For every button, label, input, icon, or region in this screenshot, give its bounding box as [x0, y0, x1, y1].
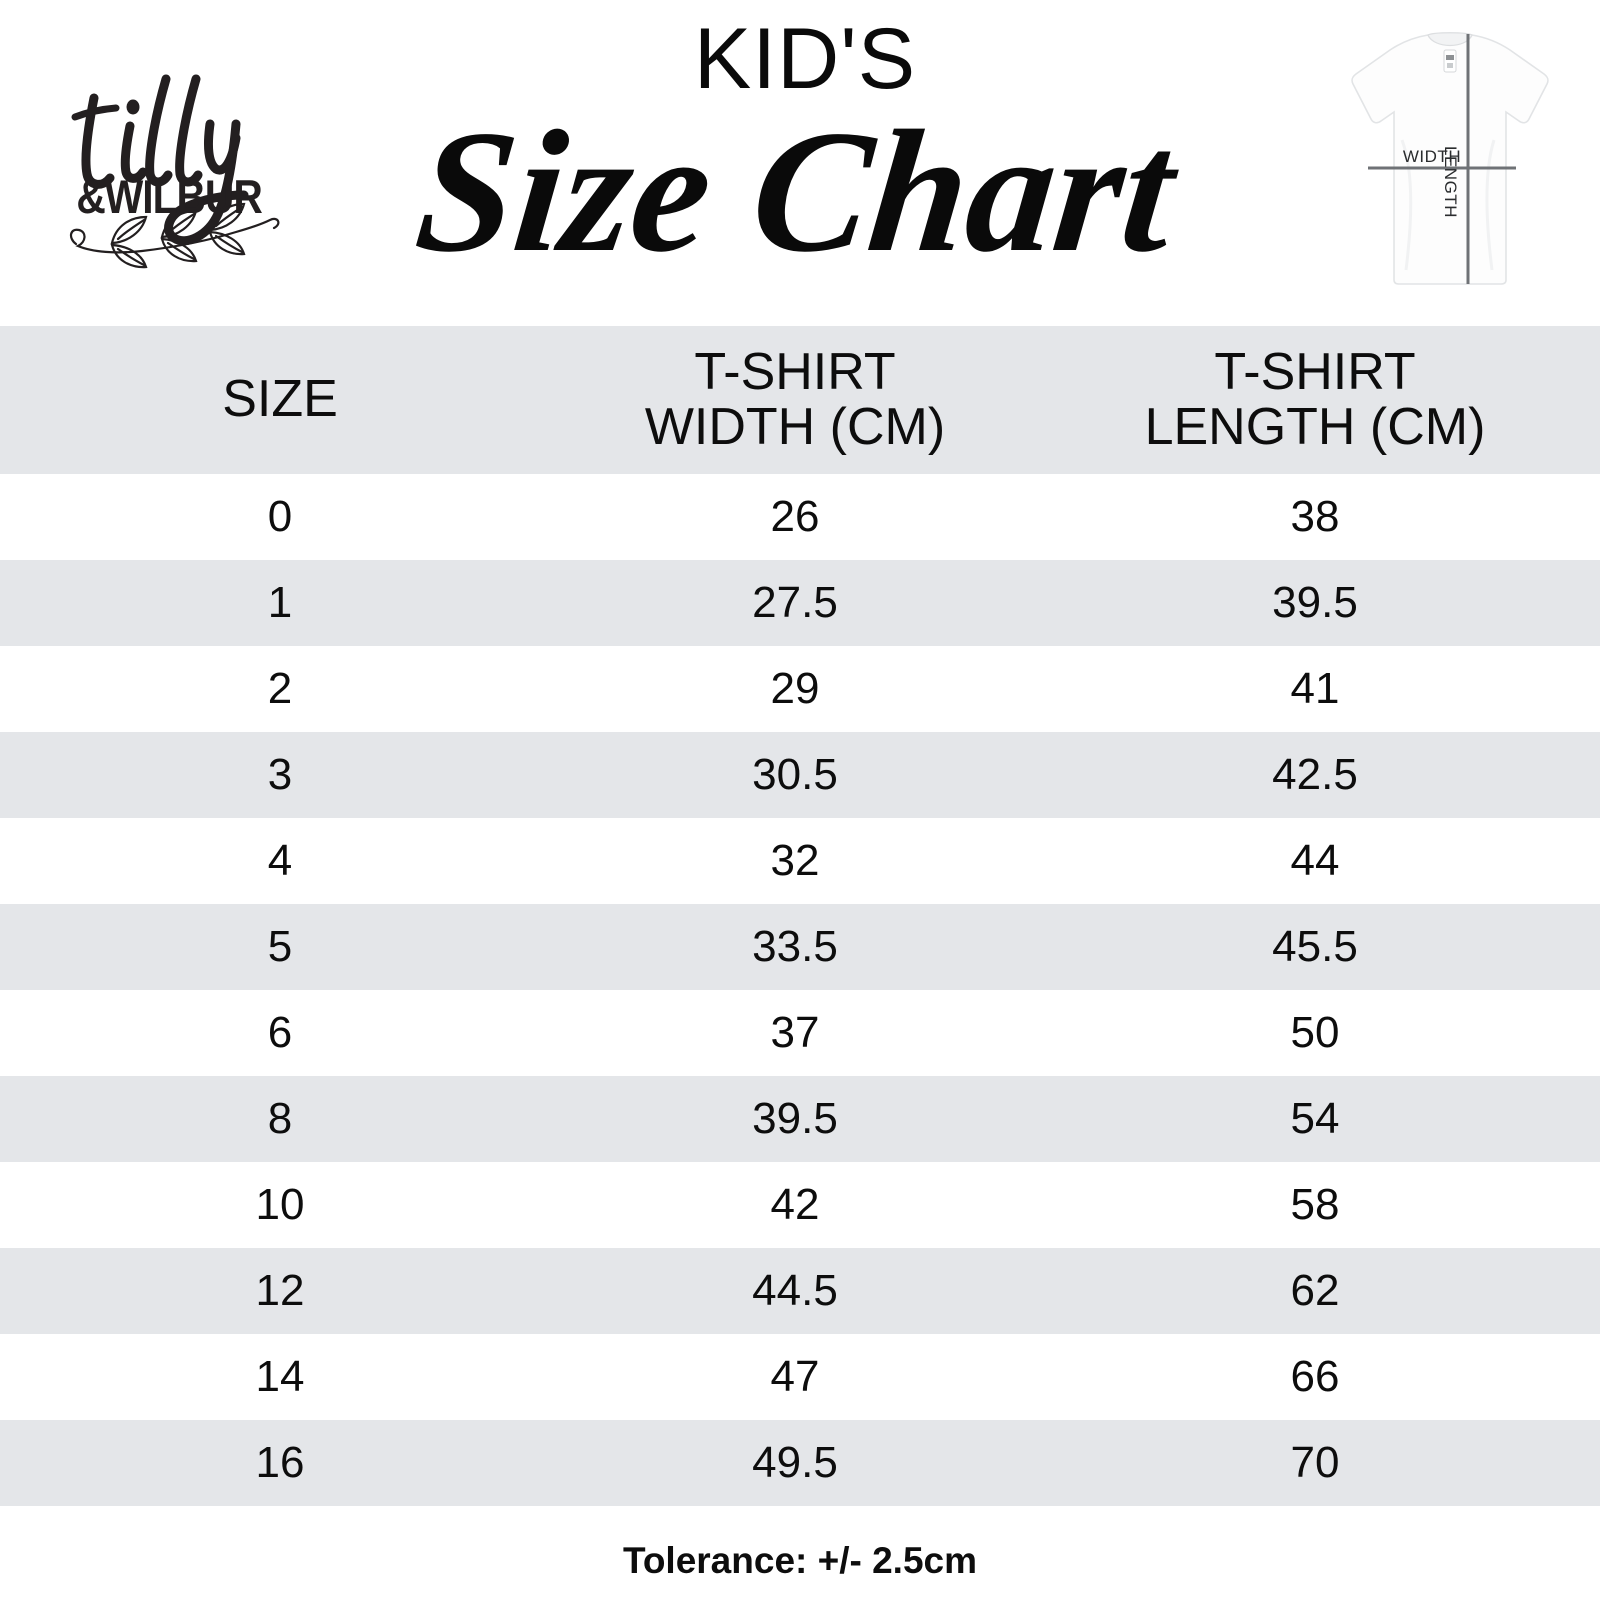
cell-length: 54	[1290, 1094, 1340, 1143]
cell-size: 6	[267, 1008, 293, 1057]
cell-length: 50	[1290, 1008, 1340, 1057]
title-block: KID'S Size Chart	[310, 0, 1300, 300]
cell-length: 58	[1290, 1180, 1340, 1229]
cell-width: 39.5	[752, 1094, 838, 1143]
table-row: 0 26 38	[0, 474, 1600, 560]
size-chart-table: SIZE T-SHIRT WIDTH (CM) T-SHIRT LENGTH (…	[0, 326, 1600, 1506]
table-row: 1 27.5 39.5	[0, 560, 1600, 646]
column-header-width-line1: T-SHIRT	[694, 342, 896, 401]
cell-width: 30.5	[752, 750, 838, 799]
brand-logo-mark: &WILBUR	[69, 74, 280, 269]
cell-length: 42.5	[1272, 750, 1358, 799]
cell-width: 29	[770, 664, 820, 713]
tshirt-icon	[1351, 32, 1549, 285]
cell-width: 37	[770, 1008, 820, 1057]
tshirt-diagram-svg: WIDTH LENGTH	[1351, 32, 1549, 285]
cell-length: 62	[1290, 1266, 1340, 1315]
page-title: Size Chart	[310, 100, 1300, 300]
cell-length: 39.5	[1272, 578, 1358, 627]
cell-length: 41	[1290, 664, 1340, 713]
table-header-row: SIZE T-SHIRT WIDTH (CM) T-SHIRT LENGTH (…	[0, 326, 1600, 474]
page-title-art: Size Chart	[408, 100, 1187, 288]
cell-size: 2	[267, 664, 293, 713]
cell-width: 44.5	[752, 1266, 838, 1315]
table-row: 6 37 50	[0, 990, 1600, 1076]
cell-size: 10	[255, 1180, 305, 1229]
cell-size: 8	[267, 1094, 293, 1143]
cell-size: 1	[267, 578, 293, 627]
cell-width: 33.5	[752, 922, 838, 971]
page-header: &WILBUR	[0, 0, 1600, 326]
cell-width: 42	[770, 1180, 820, 1229]
cell-width: 32	[770, 836, 820, 885]
table-row: 16 49.5 70	[0, 1420, 1600, 1506]
cell-width: 47	[770, 1352, 820, 1401]
cell-length: 70	[1290, 1438, 1340, 1487]
tolerance-note: Tolerance: +/- 2.5cm	[622, 1540, 978, 1581]
cell-size: 16	[255, 1438, 305, 1487]
cell-size: 12	[255, 1266, 305, 1315]
column-header-length-line1: T-SHIRT	[1214, 342, 1416, 401]
column-header-width: T-SHIRT WIDTH (CM)	[560, 342, 1030, 456]
table-row: 12 44.5 62	[0, 1248, 1600, 1334]
cell-size: 0	[267, 492, 293, 541]
table-body: 0 26 38 1 27.5 39.5 2 29 41 3 30.5 42.5 4 32 44 5 33.5 45…	[0, 474, 1600, 1506]
table-row: 5 33.5 45.5	[0, 904, 1600, 990]
cell-size: 3	[267, 750, 293, 799]
brand-logo: &WILBUR	[58, 62, 298, 277]
width-label: WIDTH	[1403, 147, 1461, 166]
column-header-length: T-SHIRT LENGTH (CM)	[1030, 342, 1600, 456]
cell-length: 38	[1290, 492, 1340, 541]
column-header-length-line2: LENGTH (CM)	[1144, 398, 1486, 456]
cell-width: 26	[770, 492, 820, 541]
cell-size: 4	[267, 836, 293, 885]
cell-length: 44	[1290, 836, 1340, 885]
column-header-size: SIZE	[222, 370, 338, 429]
cell-width: 49.5	[752, 1438, 838, 1487]
table-row: 14 47 66	[0, 1334, 1600, 1420]
table-row: 2 29 41	[0, 646, 1600, 732]
cell-size: 14	[255, 1352, 305, 1401]
svg-text:&WILBUR: &WILBUR	[76, 171, 262, 223]
cell-size: 5	[267, 922, 293, 971]
table-row: 4 32 44	[0, 818, 1600, 904]
column-header-width-line2: WIDTH (CM)	[644, 398, 946, 456]
cell-length: 45.5	[1272, 922, 1358, 971]
table-row: 10 42 58	[0, 1162, 1600, 1248]
table-row: 8 39.5 54	[0, 1076, 1600, 1162]
kids-label: KID'S	[693, 11, 917, 107]
tshirt-measurement-diagram: WIDTH LENGTH	[1316, 22, 1584, 294]
cell-width: 27.5	[752, 578, 838, 627]
cell-length: 66	[1290, 1352, 1340, 1401]
page-title-text: Size Chart	[408, 100, 1187, 288]
length-label: LENGTH	[1441, 146, 1460, 218]
table-row: 3 30.5 42.5	[0, 732, 1600, 818]
